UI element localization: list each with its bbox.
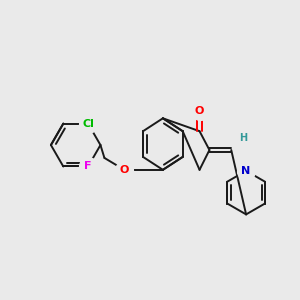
Text: O: O — [120, 165, 129, 175]
Text: O: O — [195, 106, 204, 116]
Text: H: H — [239, 133, 247, 143]
Text: Cl: Cl — [82, 118, 94, 129]
Text: F: F — [84, 161, 92, 172]
Text: N: N — [242, 166, 251, 176]
